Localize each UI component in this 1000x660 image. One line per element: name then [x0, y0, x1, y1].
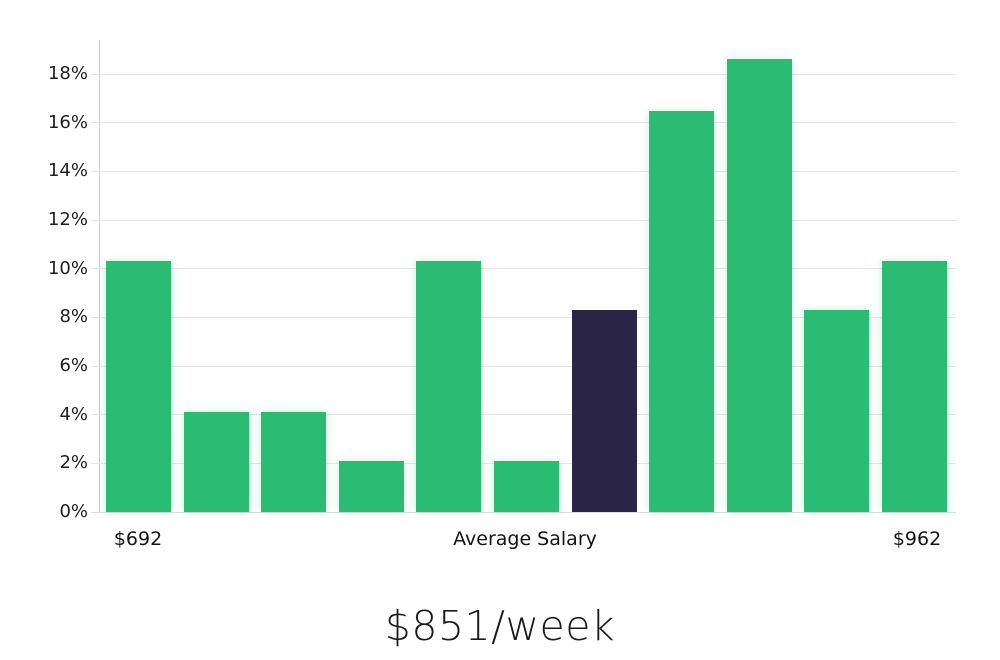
y-tick-label: 12%: [47, 209, 88, 231]
gridline: [91, 365, 956, 367]
gridline: [91, 122, 956, 124]
salary-bar: [649, 110, 715, 512]
salary-bar: [338, 460, 404, 512]
gridline: [91, 170, 956, 172]
gridline: [91, 219, 956, 221]
y-tick-label: 18%: [47, 63, 88, 85]
salary-bar: [882, 261, 947, 512]
salary-bar: [494, 460, 559, 512]
y-tick-label: 14%: [47, 160, 88, 182]
average-salary-caption: $851/week: [384, 602, 616, 650]
y-tick-label: 16%: [47, 111, 88, 133]
x-label-average-salary: Average Salary: [453, 528, 597, 550]
y-axis-labels: 0% 2% 4% 6% 8% 10% 12% 14% 16% 18%: [0, 40, 88, 521]
gridline: [91, 414, 956, 416]
y-tick-label: 10%: [47, 257, 88, 279]
x-label-min-salary: $692: [113, 528, 163, 550]
y-tick-label: 6%: [59, 355, 88, 377]
salary-bar: [416, 261, 482, 512]
gridline: [91, 268, 956, 270]
salary-bar: [106, 261, 171, 512]
salary-bar: [804, 310, 870, 512]
y-tick-label: 8%: [59, 306, 88, 328]
x-axis-labels: $692 Average Salary $962: [99, 528, 955, 560]
salary-bar: [261, 412, 327, 512]
gridline: [91, 316, 956, 318]
y-tick-label: 4%: [59, 403, 88, 425]
y-tick-label: 2%: [59, 452, 88, 474]
gridline: [91, 511, 956, 513]
salary-bar: [183, 412, 249, 512]
gridline: [91, 73, 956, 75]
plot-area: [91, 40, 956, 513]
x-label-max-salary: $962: [892, 528, 942, 550]
salary-bar: [726, 59, 792, 512]
y-tick-label: 0%: [59, 501, 88, 522]
average-salary-bar: [571, 310, 637, 512]
